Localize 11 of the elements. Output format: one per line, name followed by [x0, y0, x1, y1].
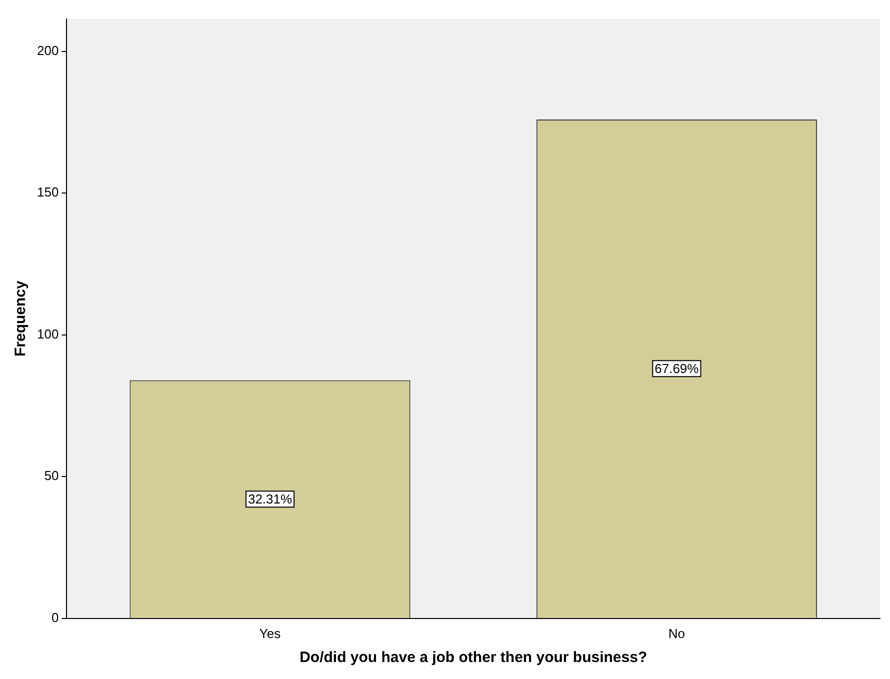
annotation: 32.31% [248, 492, 292, 507]
x-tick-label: Yes [259, 626, 282, 641]
y-tick-label: 50 [44, 468, 59, 484]
y-tick-label: 0 [51, 610, 59, 625]
y-tick-label: 100 [36, 326, 59, 342]
y-axis-title: Frequency [12, 280, 30, 357]
y-tick-label: 200 [36, 42, 59, 58]
annotation: 67.69% [654, 361, 700, 376]
x-axis-title: Do/did you have a job other then your business? [300, 649, 648, 666]
y-tick-label: 150 [36, 184, 59, 200]
x-tick-label: No [668, 626, 685, 641]
